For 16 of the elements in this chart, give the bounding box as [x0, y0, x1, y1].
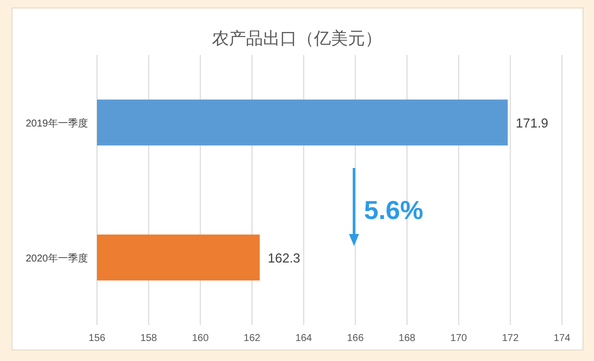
x-tick-label: 170: [450, 333, 468, 344]
annotation: 5.6%: [364, 195, 424, 225]
x-tick-label: 162: [244, 333, 261, 344]
data-label: 171.9: [516, 116, 548, 130]
x-tick-label: 168: [398, 333, 416, 344]
x-tick-label: 158: [140, 333, 158, 344]
x-tick-label: 160: [192, 333, 210, 344]
x-tick-label: 172: [502, 333, 520, 344]
x-tick-label: 156: [88, 333, 106, 344]
x-tick-label: 164: [295, 333, 312, 344]
chart-title: 农产品出口（亿美元）: [212, 29, 382, 48]
y-tick-label: 2019年一季度: [26, 118, 88, 130]
data-label: 162.3: [268, 250, 300, 266]
x-tick-label: 174: [554, 333, 571, 344]
x-tick-label: 166: [346, 333, 364, 344]
y-tick-label: 2020年一季度: [26, 252, 88, 264]
